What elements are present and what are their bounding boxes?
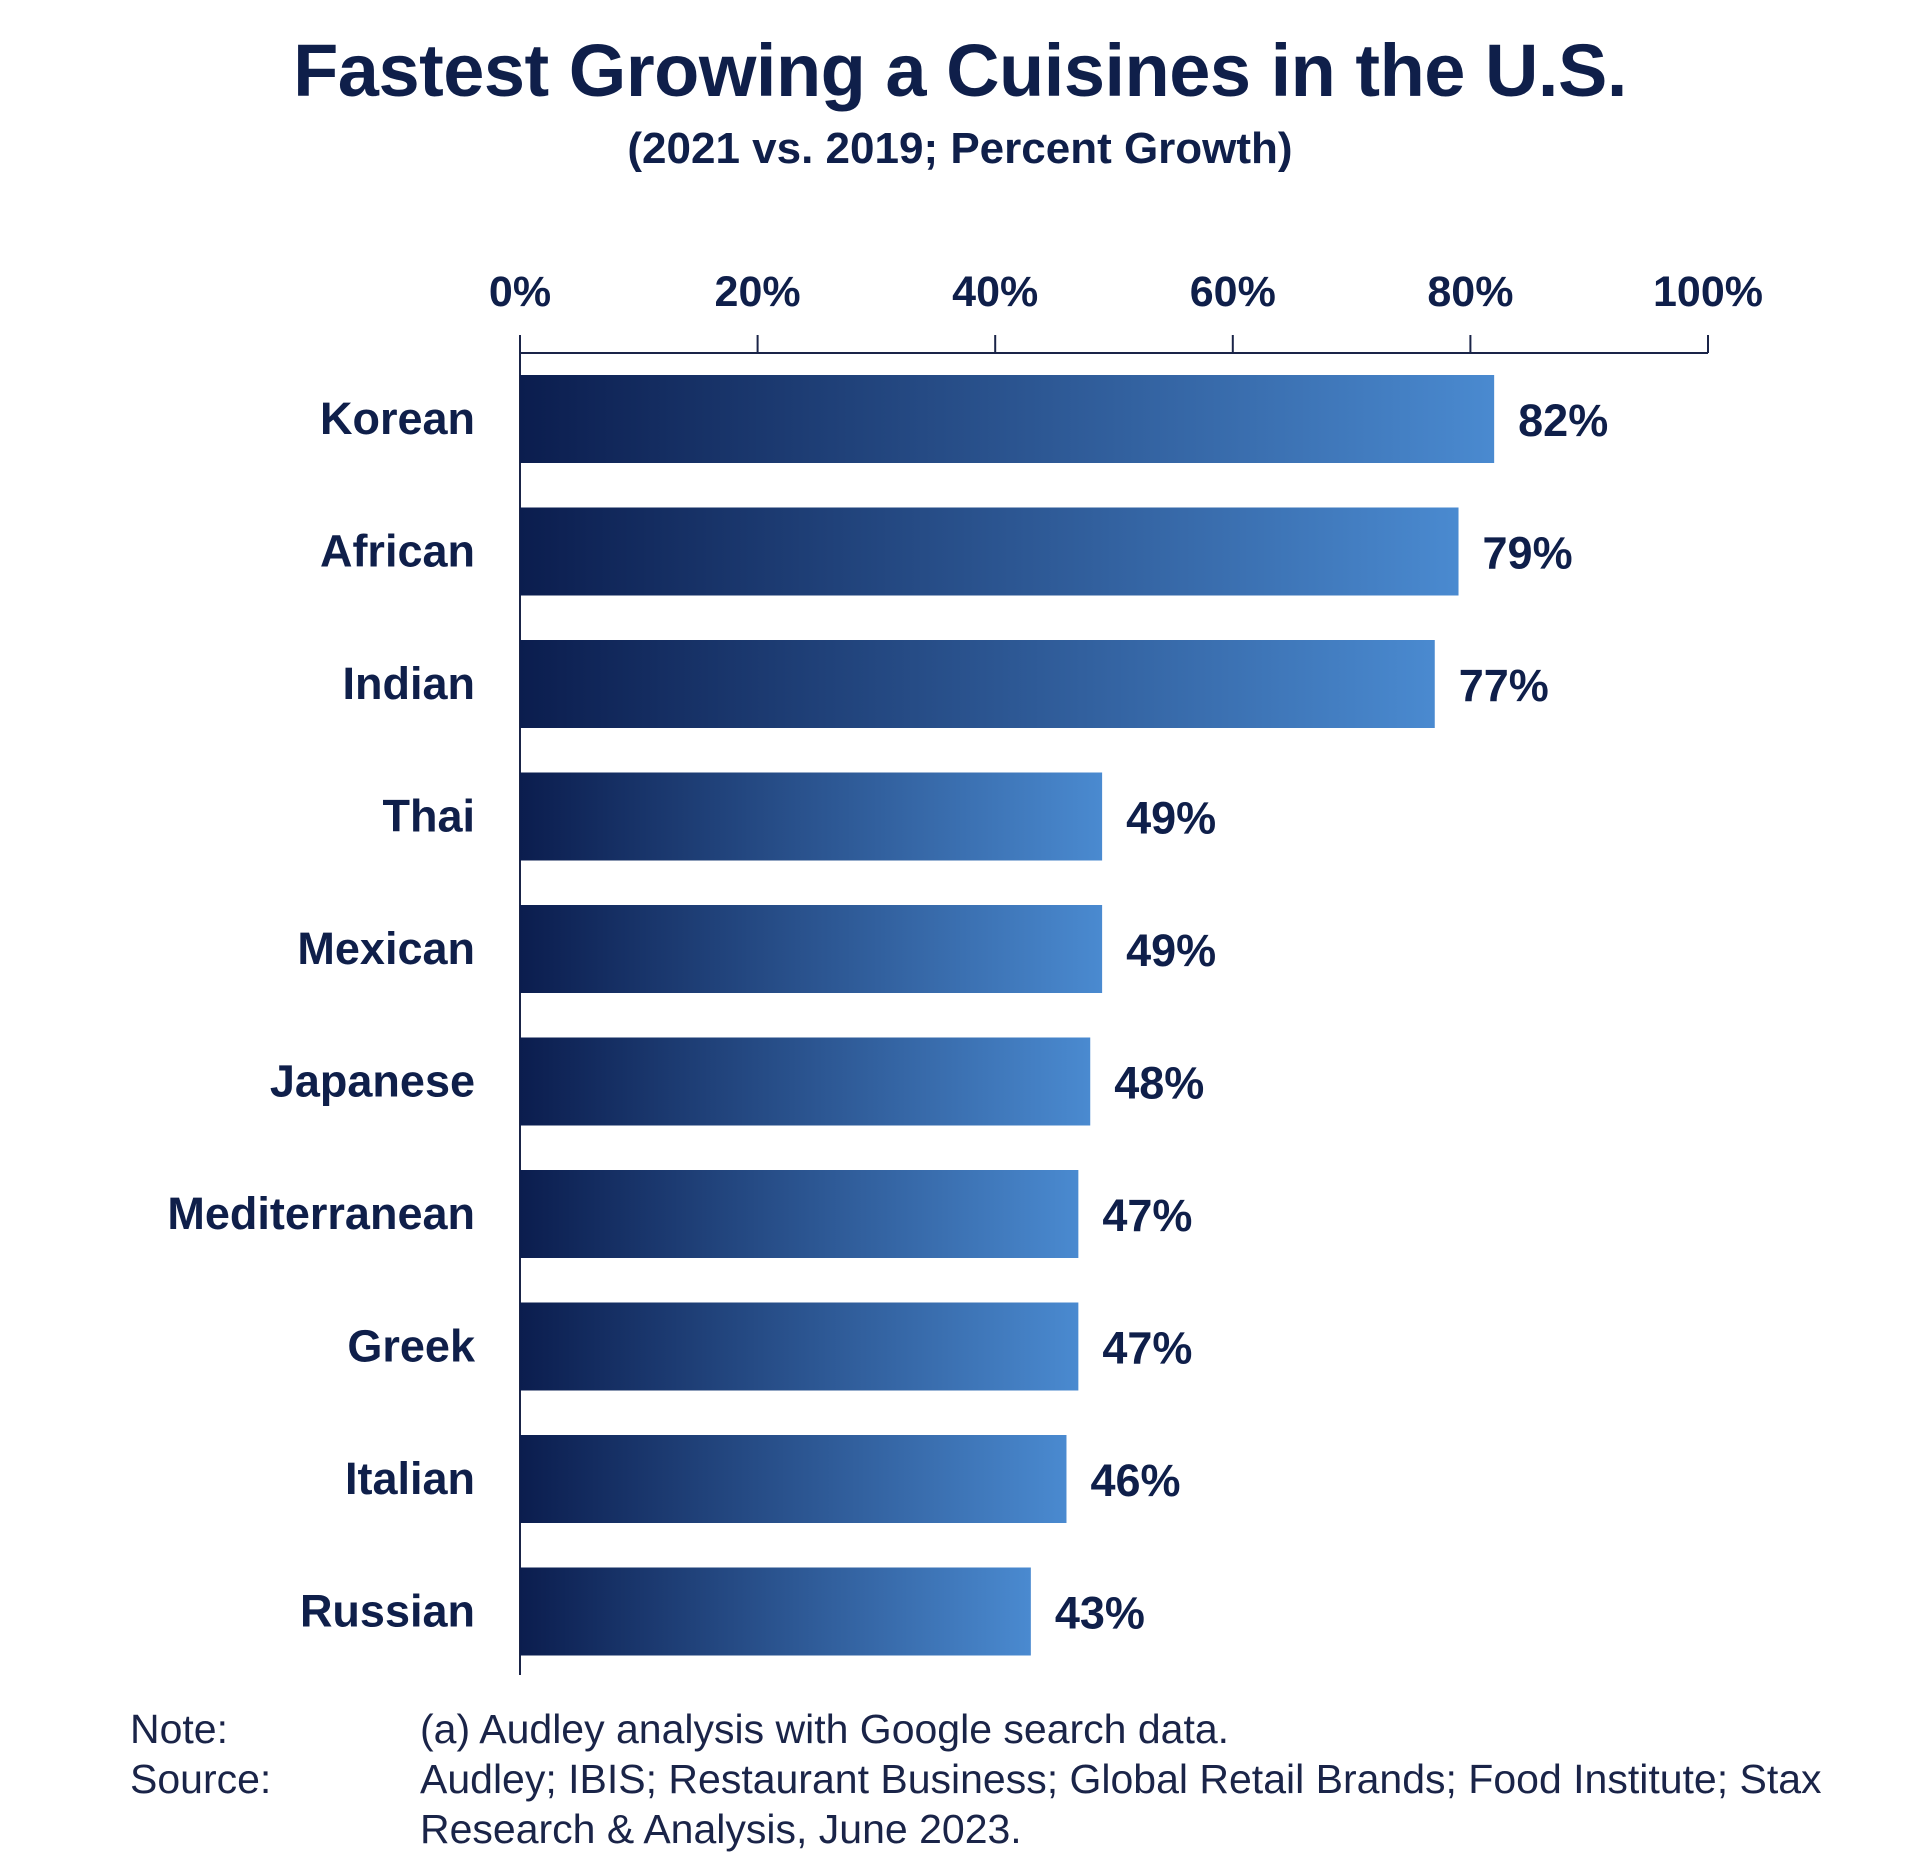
x-tick-label: 40% <box>952 268 1038 316</box>
chart-title: Fastest Growing a Cuisines in the U.S. <box>293 29 1627 112</box>
notes-block: Note: (a) Audley analysis with Google se… <box>130 1704 1900 1854</box>
value-label: 49% <box>1126 925 1216 976</box>
x-tick-label: 20% <box>715 268 801 316</box>
bar <box>520 1302 1079 1391</box>
note-text: (a) Audley analysis with Google search d… <box>420 1706 1230 1752</box>
value-label: 49% <box>1126 793 1216 844</box>
bar <box>520 905 1103 993</box>
x-tick-label: 0% <box>489 268 551 316</box>
bar <box>520 772 1103 861</box>
category-label: Russian <box>300 1586 475 1637</box>
category-label: Korean <box>320 393 475 444</box>
note-label: Note: <box>130 1706 228 1752</box>
x-tick-label: 80% <box>1427 268 1513 316</box>
bar <box>520 1170 1079 1258</box>
category-label: Indian <box>343 658 476 709</box>
category-label: Greek <box>347 1321 476 1372</box>
value-label: 47% <box>1102 1190 1192 1241</box>
bar <box>520 640 1435 728</box>
value-label: 79% <box>1483 528 1573 579</box>
value-label: 43% <box>1055 1588 1145 1639</box>
category-label: Mediterranean <box>167 1188 475 1239</box>
value-label: 48% <box>1114 1058 1204 1109</box>
value-label: 82% <box>1518 395 1608 446</box>
bar <box>520 1435 1067 1523</box>
category-label: Italian <box>345 1453 475 1504</box>
source-text: Audley; IBIS; Restaurant Business; Globa… <box>420 1756 1822 1852</box>
category-label: Mexican <box>297 923 475 974</box>
source-row: Source: Audley; IBIS; Restaurant Busines… <box>130 1754 1900 1854</box>
value-label: 46% <box>1090 1455 1180 1506</box>
value-label: 77% <box>1459 660 1549 711</box>
category-label: Thai <box>382 791 475 842</box>
bar <box>520 507 1459 596</box>
x-tick-label: 100% <box>1653 268 1763 316</box>
x-tick-label: 60% <box>1190 268 1276 316</box>
bar <box>520 1567 1031 1656</box>
source-label: Source: <box>130 1756 272 1802</box>
category-label: African <box>320 526 475 577</box>
bar <box>520 375 1495 463</box>
category-label: Japanese <box>270 1056 475 1107</box>
note-row: Note: (a) Audley analysis with Google se… <box>130 1704 1900 1754</box>
bar <box>520 1037 1091 1126</box>
chart-subtitle: (2021 vs. 2019; Percent Growth) <box>627 124 1293 173</box>
value-label: 47% <box>1102 1323 1192 1374</box>
